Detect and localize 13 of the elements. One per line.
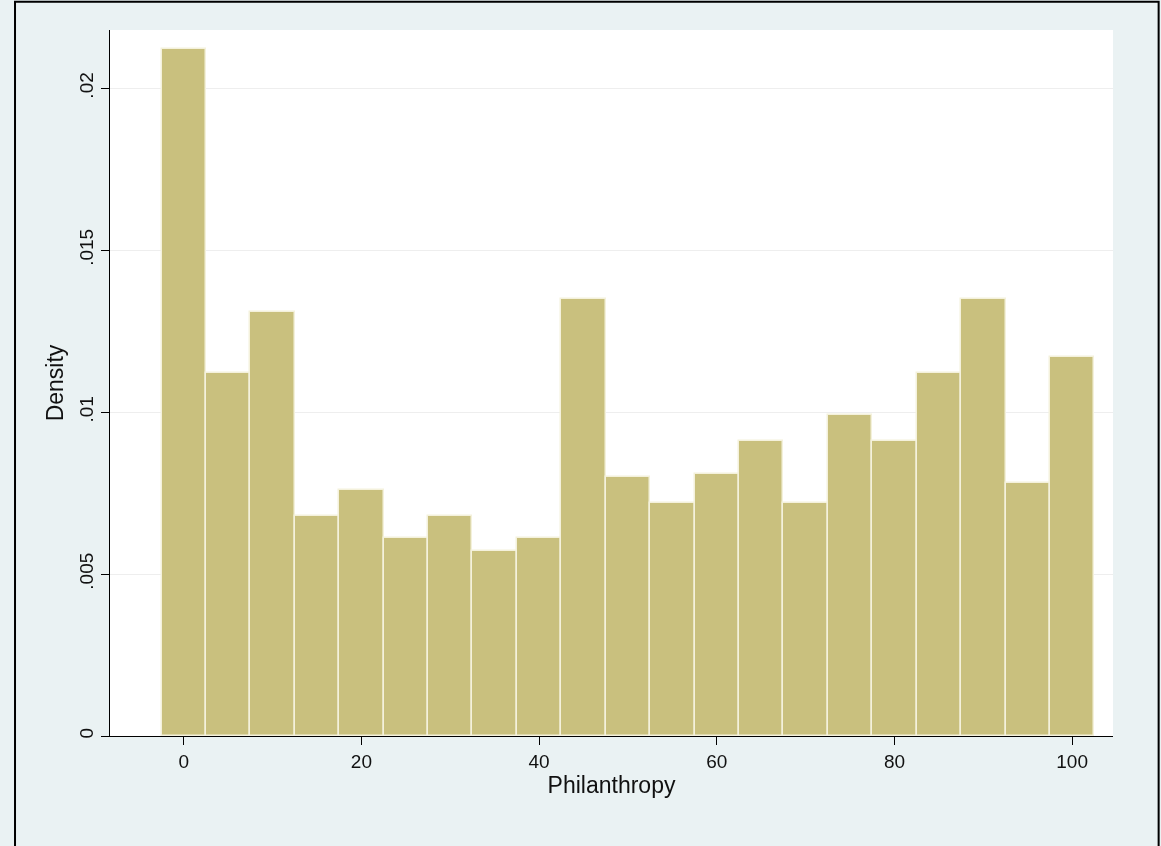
x-axis-title: Philanthropy [547, 772, 676, 799]
x-tick-label: 40 [528, 750, 550, 772]
y-tick-label: .005 [76, 552, 98, 590]
y-tick-label: 0 [76, 727, 98, 739]
y-tick-label: .02 [76, 72, 98, 99]
x-tick-label: 20 [350, 750, 372, 772]
y-axis-title: Density [41, 344, 68, 422]
x-tick-label: 60 [706, 750, 728, 772]
y-tick-label: .01 [76, 396, 98, 423]
x-tick-label: 100 [1056, 750, 1088, 772]
x-tick-label: 0 [178, 750, 190, 772]
x-tick-label: 80 [883, 750, 906, 772]
y-tick-label: .015 [76, 228, 98, 266]
